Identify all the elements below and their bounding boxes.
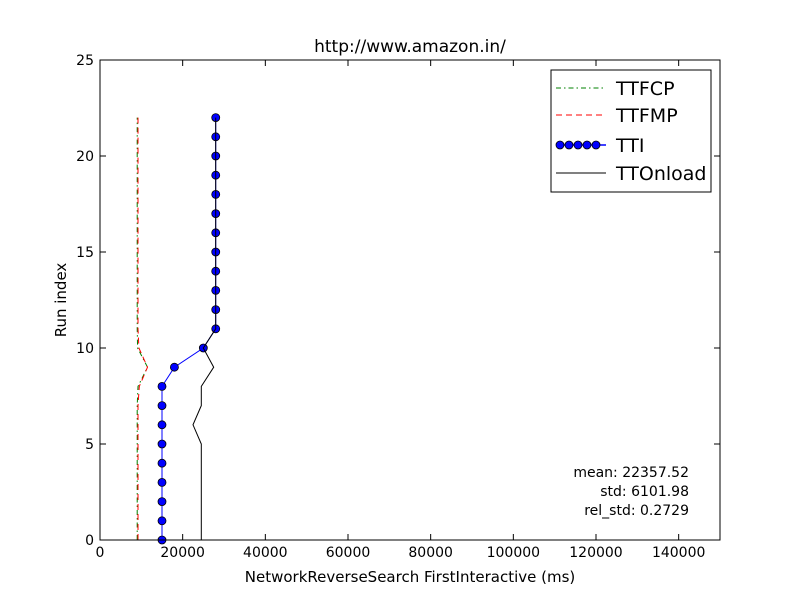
data-point-tti — [157, 401, 167, 411]
x-tick-label: 20000 — [160, 545, 205, 561]
data-point-tti — [157, 516, 167, 526]
stats-mean: mean: 22357.52 — [573, 465, 689, 481]
legend-marker — [564, 140, 574, 150]
stats-rel-std: rel_std: 0.2729 — [584, 503, 689, 519]
plot-area: 0 20000 40000 60000 80000 100000 120000 140000 0… — [76, 53, 721, 561]
legend: TTFCP TTFMP TTI TTOnload — [550, 69, 712, 193]
x-tick-label: 80000 — [408, 545, 453, 561]
y-tick-label: 25 — [76, 53, 94, 69]
legend-box — [550, 69, 712, 193]
x-axis-label: NetworkReverseSearch FirstInteractive (m… — [245, 568, 576, 586]
y-tick-label: 15 — [76, 245, 94, 261]
legend-label-tti: TTI — [615, 135, 644, 157]
data-point-tti — [157, 477, 167, 487]
series-line-tti — [161, 117, 217, 540]
ticks-layer: 0 20000 40000 60000 80000 100000 120000 140000 0… — [76, 53, 720, 561]
data-point-tti — [157, 497, 167, 507]
legend-marker — [591, 140, 601, 150]
legend-label-ttfmp: TTFMP — [615, 105, 678, 127]
y-tick-label: 20 — [76, 149, 94, 165]
x-tick-label: 100000 — [487, 545, 540, 561]
x-tick-label: 120000 — [569, 545, 622, 561]
plot-frame — [99, 59, 721, 541]
stats-std: std: 6101.98 — [600, 484, 689, 500]
data-point-tti — [157, 458, 167, 468]
data-point-tti — [157, 439, 167, 449]
series-line-ttonload — [192, 117, 217, 540]
chart-title: http://www.amazon.in/ — [314, 37, 506, 57]
series-layer — [136, 113, 221, 545]
series-line-ttfmp — [137, 117, 149, 540]
y-axis-label: Run index — [52, 263, 70, 338]
legend-label-ttfcp: TTFCP — [615, 78, 675, 100]
legend-marker — [582, 140, 592, 150]
data-point-tti — [157, 381, 167, 391]
legend-marker — [573, 140, 583, 150]
data-point-tti — [169, 362, 179, 372]
legend-marker — [555, 140, 565, 150]
series-line-ttfcp — [136, 117, 149, 540]
stats-annotation: mean: 22357.52 std: 6101.98 rel_std: 0.2… — [573, 465, 689, 519]
y-tick-label: 5 — [85, 437, 94, 453]
data-point-tti — [157, 420, 167, 430]
y-tick-label: 10 — [76, 341, 94, 357]
y-tick-label: 0 — [85, 533, 94, 549]
x-tick-label: 60000 — [326, 545, 371, 561]
x-tick-label: 140000 — [652, 545, 705, 561]
x-tick-label: 40000 — [243, 545, 288, 561]
legend-label-ttonload: TTOnload — [615, 163, 706, 185]
x-tick-label: 0 — [96, 545, 105, 561]
